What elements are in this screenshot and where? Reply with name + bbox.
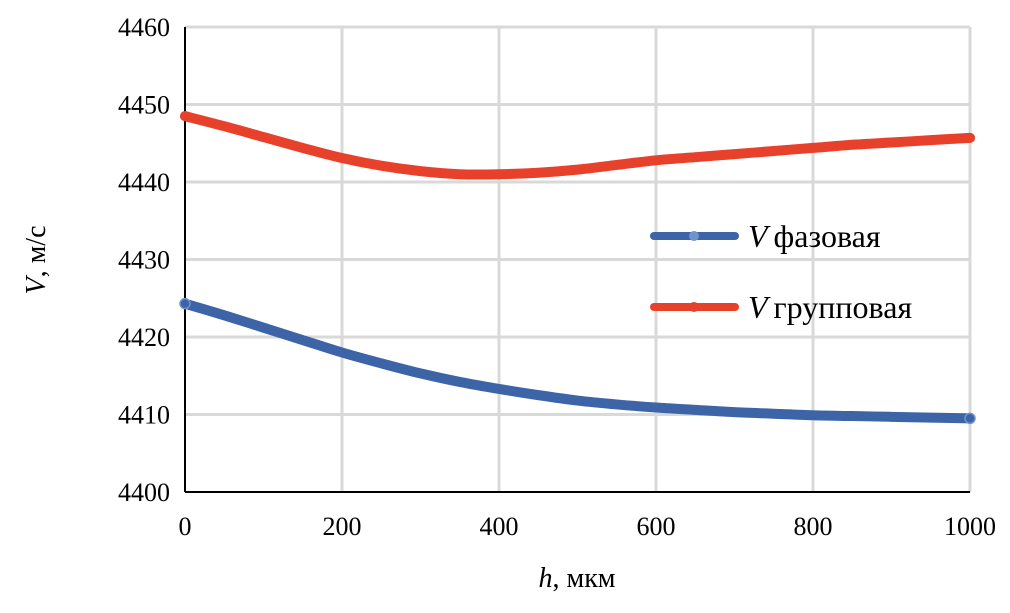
data-point-marker [180, 111, 190, 122]
x-tick-label: 400 [480, 512, 519, 541]
y-tick-label: 4400 [118, 478, 170, 507]
series-lines [179, 111, 976, 425]
x-axis-label: h, мкм [538, 563, 615, 594]
x-tick-label: 800 [794, 512, 833, 541]
axes [184, 27, 970, 493]
series-line-group [180, 111, 975, 180]
data-point-marker [965, 132, 975, 143]
y-tick-label: 4410 [118, 401, 170, 430]
x-tick-label: 600 [637, 512, 676, 541]
tick-labels: 4400 4410 4420 4430 4440 4450 4460 0 200 400 600 80… [118, 13, 996, 541]
x-tick-label: 1000 [944, 512, 996, 541]
y-tick-label: 4460 [118, 13, 170, 42]
data-point-marker [179, 297, 191, 310]
legend-marker [689, 231, 699, 241]
grid [185, 25, 972, 492]
legend-marker [689, 302, 699, 312]
y-tick-label: 4430 [118, 246, 170, 275]
y-tick-label: 4420 [118, 323, 170, 352]
series-line-phase [180, 298, 975, 424]
data-point-marker [964, 412, 976, 425]
x-tick-label: 200 [323, 512, 362, 541]
y-tick-label: 4450 [118, 91, 170, 120]
y-axis-label: V, м/с [21, 225, 52, 294]
y-tick-label: 4440 [118, 168, 170, 197]
x-tick-label: 0 [179, 512, 192, 541]
